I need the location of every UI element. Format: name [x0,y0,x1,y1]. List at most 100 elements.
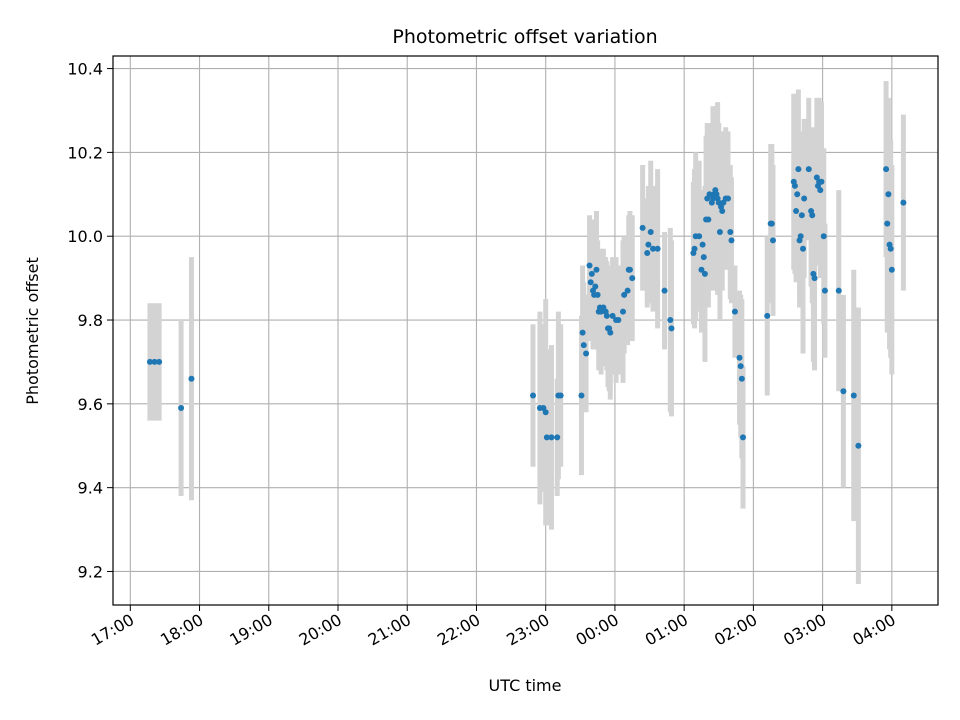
data-point [701,270,708,277]
data-point [620,308,626,315]
data-point [770,237,776,244]
data-point [624,287,631,294]
y-tick-label: 10.0 [67,227,103,246]
x-tick-label: 01:00 [642,610,691,650]
data-point [885,191,892,198]
data-point [578,392,585,399]
data-point [850,392,857,399]
data-point [650,245,656,252]
chart-title: Photometric offset variation [392,26,657,48]
data-point [543,434,550,441]
data-point [579,329,586,336]
data-point [883,166,890,173]
data-point [594,291,601,298]
data-point [740,434,746,441]
y-tick-label: 9.8 [78,311,103,330]
plot-area-frame [112,55,939,606]
data-point [588,270,595,277]
data-point [696,233,703,240]
data-point [557,392,564,399]
data-point [621,291,628,298]
data-point [725,195,731,202]
data-point [793,208,800,215]
data-point [188,375,195,382]
data-point [809,212,816,219]
data-point [146,358,153,365]
data-point [738,375,745,382]
y-tick-label: 10.4 [67,60,103,79]
x-axis-title: UTC time [489,676,562,695]
data-point [654,245,661,252]
x-tick-label: 02:00 [711,610,760,650]
data-point [728,237,735,244]
data-point [586,262,593,269]
data-point [583,350,590,357]
errorbar-layer [147,81,906,585]
y-tick-label: 9.6 [78,395,103,414]
data-point [668,325,675,332]
y-tick-label: 9.2 [78,562,103,581]
data-point [797,233,804,240]
data-point [554,434,561,441]
data-point [716,229,723,236]
data-point [593,266,600,273]
x-tick-label: 22:00 [434,610,483,650]
data-point [900,199,907,206]
data-point [887,245,894,252]
data-point [764,312,771,319]
y-axis-ticks: 9.2 9.4 9.6 9.8 10.0 10.2 10.4 [67,60,113,581]
data-point [156,358,163,365]
y-axis-title: Photometric offset [23,257,42,405]
y-tick-label: 9.4 [78,479,103,498]
data-point [151,358,158,365]
data-point [661,287,668,294]
data-point [700,254,707,261]
data-point [530,392,536,399]
x-axis-ticks: 17:00 18:00 19:00 20:00 21:00 22:00 23:00 00:00… [88,605,899,650]
data-point [644,249,651,256]
x-tick-label: 17:00 [88,610,137,650]
data-point [667,317,674,324]
data-point [592,283,599,290]
x-tick-label: 00:00 [572,610,621,650]
data-point [835,287,842,294]
data-point [727,229,734,236]
data-point [884,220,891,227]
data-point [705,216,712,223]
data-point [817,187,824,194]
data-point [639,224,646,231]
data-point [791,182,798,189]
data-point [645,241,652,248]
data-point [795,166,802,173]
data-point [607,329,614,336]
data-point [805,166,812,173]
data-point [737,363,744,370]
data-point [794,191,801,198]
data-point [768,220,775,227]
data-point [706,191,713,198]
data-point [626,266,633,273]
data-point [542,409,549,416]
data-point [801,195,808,202]
data-point [603,312,610,319]
data-point [811,275,818,282]
x-tick-label: 03:00 [780,610,829,650]
data-point [821,287,828,294]
data-point [736,354,743,361]
data-point [629,275,636,282]
data-point [719,208,726,215]
data-point [178,405,185,412]
data-point [548,434,555,441]
x-tick-label: 21:00 [365,610,414,650]
x-tick-label: 04:00 [849,610,898,650]
data-point [855,442,862,449]
data-point [820,233,827,240]
data-point [818,178,825,185]
data-point [587,279,594,286]
data-point [840,388,847,395]
data-point [691,245,698,252]
data-point [647,229,654,236]
data-point [699,241,706,248]
data-point [698,266,705,273]
